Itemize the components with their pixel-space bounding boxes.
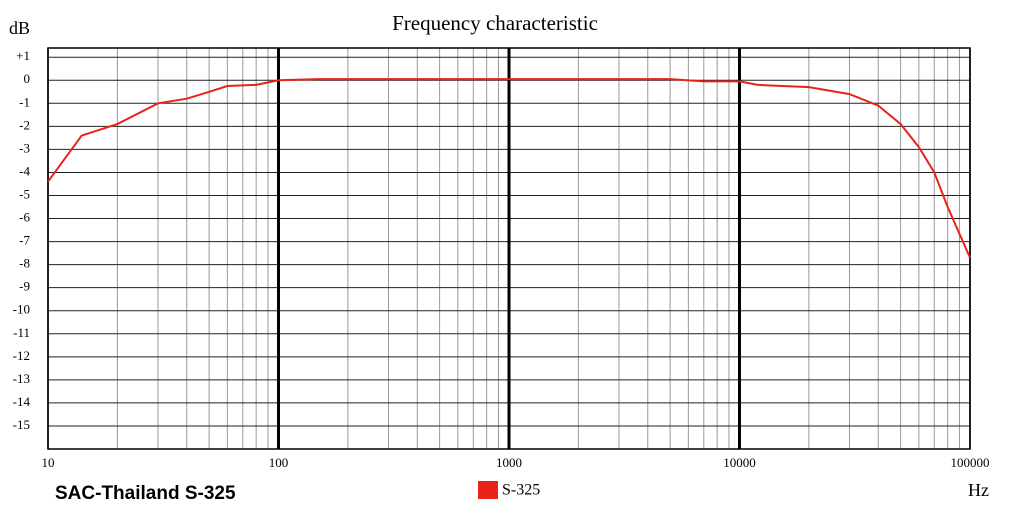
- y-tick-label: -8: [19, 256, 30, 271]
- series-line: [47, 78, 971, 259]
- y-tick-label: -6: [19, 210, 30, 225]
- plot-border: [47, 47, 971, 450]
- y-tick-label: -14: [13, 394, 31, 409]
- y-tick-label: -10: [13, 302, 30, 317]
- y-axis-label: dB: [9, 18, 30, 38]
- y-tick-label: -7: [19, 233, 30, 248]
- caption: SAC-Thailand S-325: [55, 483, 236, 504]
- y-tick-label: -15: [13, 417, 30, 432]
- y-tick-label: -9: [19, 279, 30, 294]
- y-tick-label: -2: [19, 117, 30, 132]
- x-tick-label: 100000: [951, 455, 990, 470]
- legend-label: S-325: [502, 482, 540, 499]
- x-tick-label: 100: [269, 455, 289, 470]
- x-tick-label: 1000: [496, 455, 522, 470]
- y-tick-label: -1: [19, 94, 30, 109]
- y-tick-label: -3: [19, 140, 30, 155]
- y-tick-label: -5: [19, 186, 30, 201]
- y-tick-label: -12: [13, 348, 30, 363]
- x-tick-label: 10: [42, 455, 55, 470]
- y-tick-label: -13: [13, 371, 30, 386]
- y-tick-label: -11: [13, 325, 30, 340]
- chart-title: Frequency characteristic: [392, 11, 598, 35]
- legend-swatch: [478, 481, 498, 499]
- y-tick-label: 0: [24, 71, 31, 86]
- y-tick-label: -4: [19, 163, 30, 178]
- y-tick-label: +1: [16, 48, 30, 63]
- x-axis-label: Hz: [968, 480, 989, 500]
- x-tick-label: 10000: [723, 455, 756, 470]
